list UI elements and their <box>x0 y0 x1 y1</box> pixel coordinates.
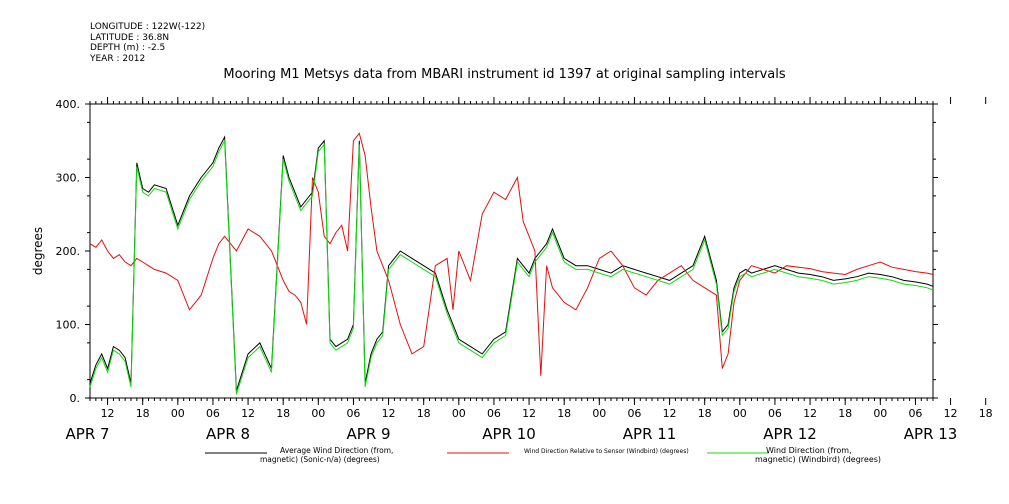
x-day-label: APR 9 <box>347 425 391 443</box>
x-tick-label: 00 <box>311 407 325 420</box>
legend-label-2: Wind Direction Relative to Sensor (Windb… <box>524 448 689 455</box>
axes-group: 0. 100. 200. 300. 400. degrees 12 18 00 06 12 18 00 0… <box>31 97 993 443</box>
x-tick-label: 18 <box>417 407 431 420</box>
latitude-label: LATITUDE : 36.8N <box>90 32 170 43</box>
plot-frame <box>89 103 934 399</box>
x-day-label: APR 8 <box>206 425 250 443</box>
x-day-label: APR 7 <box>66 425 110 443</box>
legend-label-3: Wind Direction (from, <box>766 446 852 455</box>
x-tick-label: 12 <box>101 407 115 420</box>
x-day-label: APR 12 <box>763 425 817 443</box>
y-tick-label: 100. <box>56 319 81 332</box>
longitude-label: LONGITUDE : 122W(-122) <box>90 22 206 32</box>
y-tick-label: 0. <box>70 392 81 405</box>
x-tick-label: 18 <box>979 407 993 420</box>
y-tick-label: 300. <box>56 172 81 185</box>
x-tick-label: 00 <box>452 407 466 420</box>
x-tick-label: 06 <box>768 407 782 420</box>
x-tick-label: 06 <box>908 407 922 420</box>
x-day-label: APR 13 <box>904 425 958 443</box>
x-tick-label: 06 <box>627 407 641 420</box>
y-tick-label: 200. <box>56 245 81 258</box>
y-tick-label: 400. <box>56 98 81 111</box>
series-line-1 <box>89 135 934 391</box>
metadata-block: LONGITUDE : 122W(-122) LATITUDE : 36.8N … <box>90 22 205 64</box>
legend-group: Average Wind Direction (from,magnetic) (… <box>205 446 881 464</box>
x-tick-label: 12 <box>241 407 255 420</box>
x-tick-label: 00 <box>171 407 185 420</box>
legend-label-3: magnetic) (Windbird) (degrees) <box>755 455 881 464</box>
y-axis-label: degrees <box>31 227 45 275</box>
year-label: YEAR : 2012 <box>90 53 146 64</box>
x-tick-label: 18 <box>838 407 852 420</box>
x-tick-label: 12 <box>663 407 677 420</box>
x-tick-label: 06 <box>346 407 360 420</box>
x-tick-label: 12 <box>522 407 536 420</box>
x-tick-label: 12 <box>382 407 396 420</box>
series-line-2 <box>89 132 934 376</box>
x-day-label: APR 11 <box>623 425 677 443</box>
chart-title: Mooring M1 Metsys data from MBARI instru… <box>223 67 786 82</box>
x-day-label: APR 10 <box>482 425 536 443</box>
depth-label: DEPTH (m) : -2.5 <box>90 43 166 53</box>
x-tick-label: 12 <box>803 407 817 420</box>
x-tick-label: 06 <box>206 407 220 420</box>
x-tick-label: 06 <box>487 407 501 420</box>
x-tick-label: 18 <box>557 407 571 420</box>
x-tick-label: 00 <box>733 407 747 420</box>
x-tick-label: 00 <box>873 407 887 420</box>
series-line-3 <box>89 138 934 395</box>
x-tick-label: 18 <box>136 407 150 420</box>
x-tick-label: 18 <box>276 407 290 420</box>
x-tick-label: 12 <box>944 407 958 420</box>
legend-label-1: Average Wind Direction (from, <box>280 446 393 455</box>
x-tick-label: 00 <box>592 407 606 420</box>
legend-label-1: magnetic) (Sonic-n/a) (degrees) <box>260 455 380 464</box>
series-group <box>89 132 934 395</box>
x-tick-label: 18 <box>698 407 712 420</box>
